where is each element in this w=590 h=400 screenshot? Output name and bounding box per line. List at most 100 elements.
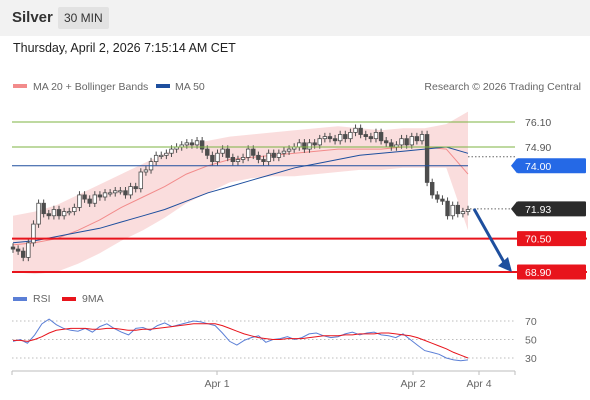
candle-body: [153, 154, 159, 162]
level-lines: 76.10 74.90 74.00 71.93 70.50 68.90: [12, 117, 587, 280]
bollinger-legend-swatch: [13, 84, 27, 88]
candle-body: [240, 157, 246, 160]
candle-body: [215, 152, 220, 162]
current-price-tag: [517, 201, 586, 217]
candle-body: [373, 132, 379, 140]
ma50-tag-pointer: [511, 158, 517, 174]
candle-body: [460, 211, 466, 215]
credit-label: Research © 2026 Trading Central: [424, 81, 581, 93]
current-tag-pointer: [511, 201, 517, 217]
candle-body: [210, 154, 215, 162]
timeframe-badge[interactable]: 30 MIN: [58, 7, 109, 29]
resistance-price-label: 74.90: [525, 142, 551, 154]
rsi-tick-label: 50: [525, 335, 537, 347]
candle-body: [343, 134, 348, 140]
support-price-tag: [517, 264, 586, 280]
rsi-line: [12, 318, 469, 362]
ma50-line: [12, 146, 469, 244]
candle-body: [327, 136, 333, 140]
candle-body: [409, 136, 414, 146]
candle-body: [21, 250, 26, 258]
candle-body: [67, 211, 72, 214]
rsi-plot: 70 50 30: [12, 316, 537, 365]
candle-body: [194, 140, 200, 146]
candle-body: [286, 148, 292, 152]
support-price-tag: [517, 231, 586, 247]
candle-body: [378, 132, 384, 142]
candle-body: [435, 194, 440, 200]
ma50-price-label: 74.00: [525, 161, 551, 173]
candle-body: [123, 190, 128, 196]
candle-body: [450, 204, 455, 217]
candle-body: [225, 148, 230, 158]
candle-body: [245, 148, 251, 158]
candle-body: [199, 140, 205, 150]
candle-body: [133, 186, 138, 190]
candle-body: [102, 192, 108, 198]
candle-body: [205, 148, 210, 156]
candle-body: [465, 209, 471, 212]
candle-body: [399, 138, 404, 146]
candle-body: [256, 154, 261, 160]
symbol-title: Silver: [12, 9, 53, 26]
candle-body: [61, 211, 67, 217]
rsi-tick-label: 70: [525, 316, 537, 328]
rsi-ma-line: [13, 323, 469, 359]
rsi-legend-label: RSI: [33, 293, 51, 305]
ma50-legend-label: MA 50: [175, 81, 205, 93]
candle-body: [358, 127, 363, 135]
candle-body: [430, 182, 435, 196]
resistance-price-label: 76.10: [525, 117, 551, 129]
candle-body: [26, 242, 31, 258]
chart-header: Silver 30 MIN: [0, 0, 590, 36]
candle-body: [384, 140, 389, 144]
candle-body: [230, 157, 236, 162]
candle-body: [302, 142, 307, 150]
candle-body: [51, 209, 57, 217]
candle-body: [169, 148, 174, 154]
candle-body: [353, 127, 358, 133]
rsi-tick-label: 30: [525, 353, 537, 365]
candle-body: [46, 213, 51, 217]
candle-body: [337, 134, 343, 142]
candle-body: [97, 194, 103, 198]
candle-body: [128, 186, 133, 196]
candle-body: [455, 204, 460, 215]
candle-body: [10, 246, 16, 250]
ma50-price-tag: [517, 158, 586, 174]
rsi-ma-legend-swatch: [62, 297, 76, 301]
bollinger-band: [13, 111, 468, 275]
candle-body: [107, 192, 113, 195]
candle-body: [56, 209, 62, 217]
ma20-line: [12, 146, 469, 246]
candle-body: [307, 142, 312, 150]
candle-body: [271, 152, 276, 158]
support-price-label: 68.90: [525, 267, 551, 279]
candle-body: [297, 142, 302, 148]
candle-body: [414, 136, 420, 142]
candle-body: [348, 132, 353, 140]
candle-body: [332, 138, 338, 142]
candle-body: [164, 152, 169, 156]
candle-body: [31, 223, 36, 244]
candle-body: [72, 207, 77, 212]
candle-body: [184, 142, 190, 146]
candle-body: [266, 152, 271, 162]
forecast-arrowhead: [498, 257, 512, 272]
bollinger-legend-label: MA 20 + Bollinger Bands: [33, 81, 148, 93]
candle-body: [143, 169, 149, 173]
ma50-legend-swatch: [156, 84, 170, 88]
candle-body: [276, 152, 282, 158]
rsi-legend-swatch: [13, 297, 27, 301]
candle-body: [251, 148, 256, 156]
candle-body: [281, 150, 287, 154]
candle-body: [113, 190, 118, 194]
current-price-label: 71.93: [525, 204, 551, 216]
forecast-arrow-shaft: [472, 208, 507, 265]
candle-body: [118, 190, 123, 193]
candle-body: [41, 202, 46, 215]
candle-body: [389, 142, 394, 148]
x-tick-label: Apr 1: [204, 378, 229, 390]
candle-body: [138, 171, 144, 190]
